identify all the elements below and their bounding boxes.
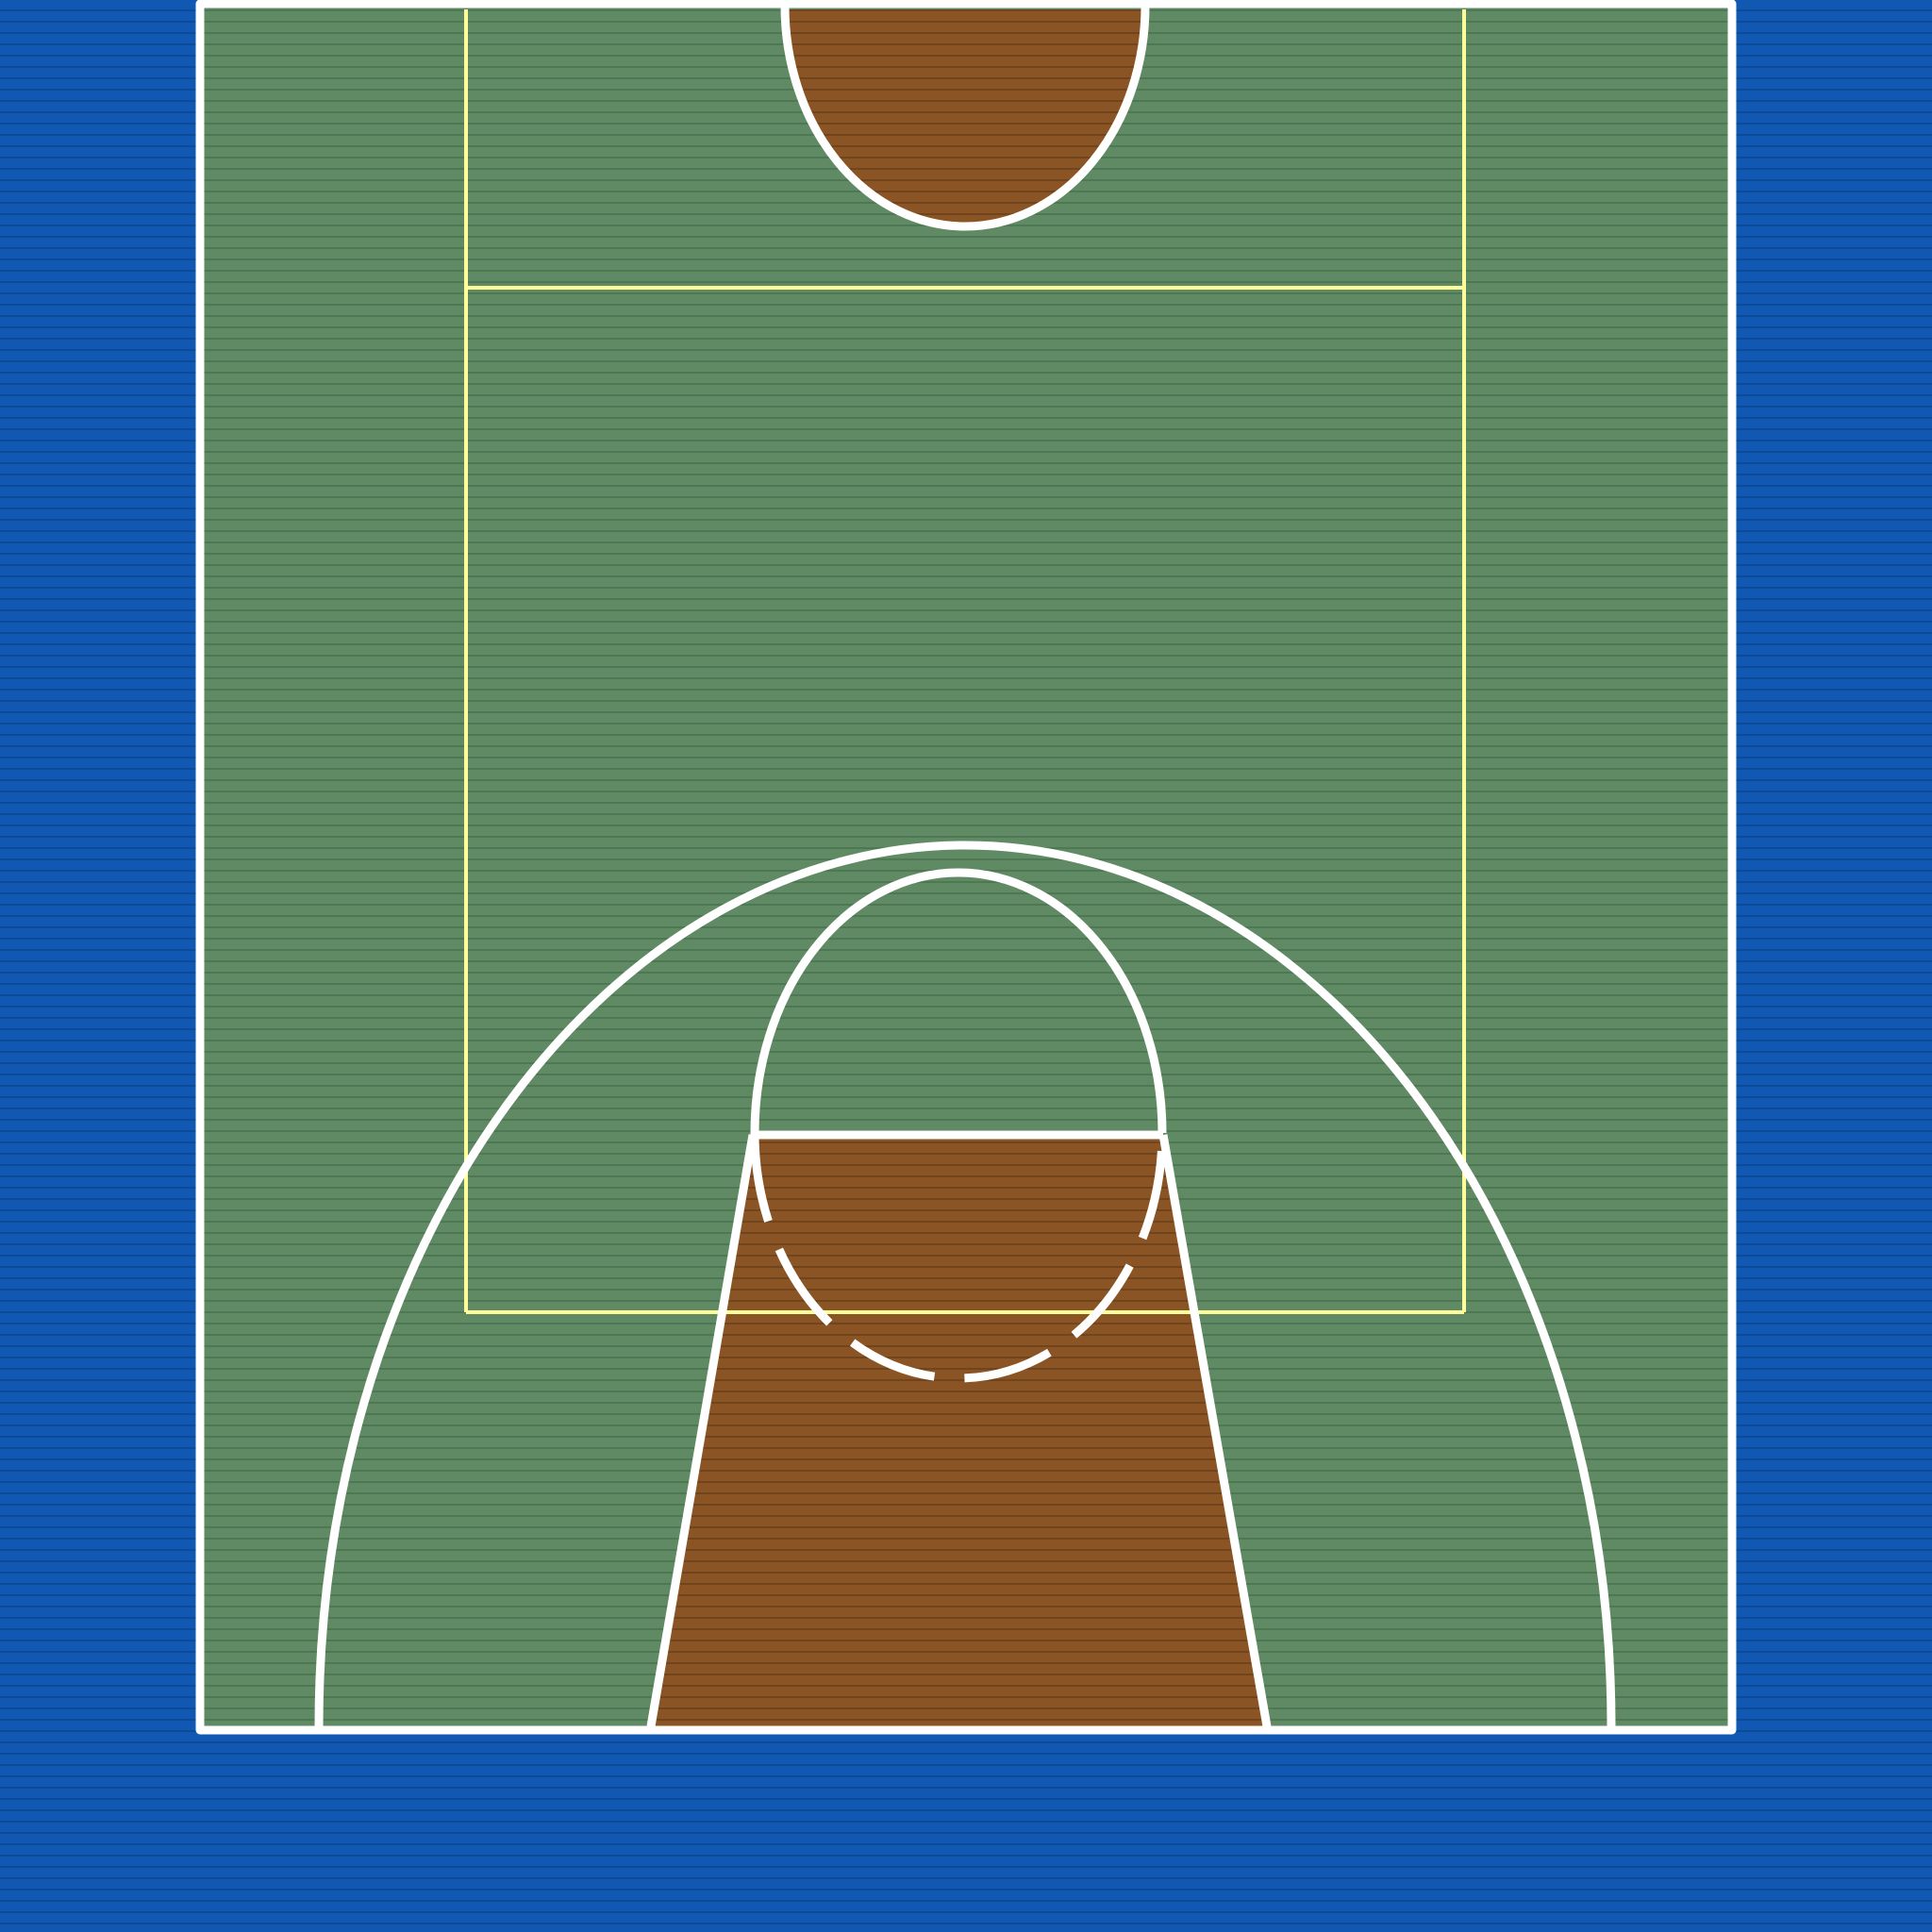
- paint-lane: [651, 1135, 1267, 1726]
- lane-left-line: [646, 1134, 758, 1727]
- white-lines: [195, 0, 1737, 1735]
- free-throw-circle-top: [750, 868, 1167, 1134]
- top-circle-arc: [780, 5, 1150, 231]
- three-point-arc: [314, 841, 1616, 1727]
- lane-right-line: [1158, 1134, 1272, 1727]
- top-circle-paint: [785, 9, 1145, 228]
- court-border: [195, 0, 1737, 1735]
- yellow-lines: [464, 9, 1466, 1314]
